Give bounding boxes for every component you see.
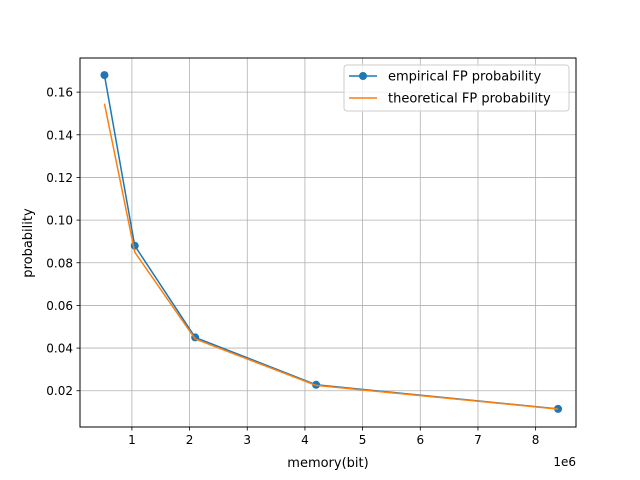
x-tick-label: 1 <box>128 433 136 447</box>
legend: empirical FP probability theoretical FP … <box>343 64 570 112</box>
x-tick-label: 3 <box>243 433 251 447</box>
series-line-theoretical <box>103 103 559 410</box>
x-axis: 1 2 3 4 5 6 7 8 <box>128 427 539 447</box>
y-tick-label: 0.12 <box>46 171 73 185</box>
x-tick-label: 6 <box>416 433 424 447</box>
y-tick-label: 0.10 <box>46 214 73 228</box>
data-point-empirical <box>100 71 109 80</box>
y-tick-label: 0.08 <box>46 256 73 270</box>
x-axis-offset-label: 1e6 <box>553 455 576 469</box>
x-tick-label: 8 <box>532 433 540 447</box>
legend-label-theoretical: theoretical FP probability <box>388 92 551 107</box>
y-tick-label: 0.16 <box>46 86 73 100</box>
series-layer <box>100 71 563 413</box>
plot-frame <box>79 57 577 428</box>
grid <box>80 58 576 427</box>
y-tick-label: 0.06 <box>46 299 73 313</box>
y-tick-label: 0.02 <box>46 384 73 398</box>
y-tick-label: 0.14 <box>46 128 73 142</box>
legend-marker-empirical <box>359 72 367 80</box>
y-tick-label: 0.04 <box>46 342 73 356</box>
legend-box <box>343 64 570 112</box>
x-tick-label: 5 <box>359 433 367 447</box>
y-axis-label: probability <box>21 208 36 278</box>
y-axis: 0.02 0.04 0.06 0.08 0.10 0.12 0.14 0.16 <box>46 86 80 398</box>
legend-label-empirical: empirical FP probability <box>388 70 541 85</box>
x-tick-label: 7 <box>474 433 482 447</box>
x-tick-label: 4 <box>301 433 309 447</box>
x-tick-label: 2 <box>186 433 194 447</box>
x-axis-label: memory(bit) <box>287 456 368 471</box>
